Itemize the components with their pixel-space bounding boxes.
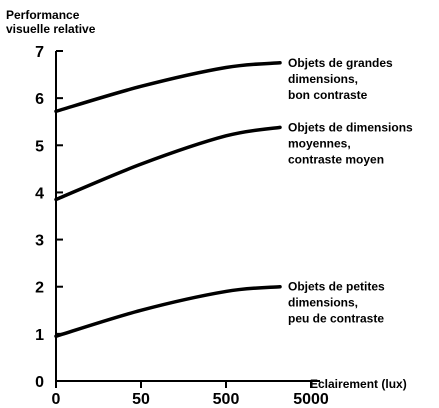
y-tick-label: 5 (35, 138, 44, 155)
series-labels: Objets de grandes dimensions, bon contrast… (288, 56, 413, 326)
x-tick-label: 5000 (293, 391, 329, 408)
x-tick-label: 50 (132, 391, 150, 408)
series-label: bon contraste (288, 88, 368, 102)
y-tick-label: 0 (35, 374, 44, 391)
x-axis-label: Eclairement (lux) (310, 377, 407, 391)
x-tick-label: 0 (52, 391, 61, 408)
y-tick-label: 7 (35, 44, 44, 61)
series-line (54, 61, 282, 114)
series-label: moyennes, (288, 136, 351, 150)
series-label: Objets de grandes (288, 56, 393, 70)
series-label: dimensions, (288, 72, 358, 86)
series-label: Objets de dimensions (288, 120, 413, 134)
series-lines (54, 61, 282, 338)
y-axis-label-line-2: visuelle relative (6, 22, 96, 36)
series-label: dimensions, (288, 296, 358, 310)
y-tick-label: 6 (35, 91, 44, 108)
x-ticks: 0 50 500 5000 (52, 381, 329, 408)
y-ticks: 0 1 2 3 4 5 6 7 (35, 44, 63, 391)
y-tick-label: 4 (35, 185, 44, 202)
y-tick-label: 1 (35, 327, 44, 344)
x-tick-label: 500 (213, 391, 240, 408)
series-label: contraste moyen (288, 152, 384, 166)
y-tick-label: 2 (35, 280, 44, 297)
y-tick-label: 3 (35, 233, 44, 250)
series-line (54, 284, 282, 338)
series-label: Objets de petites (288, 280, 385, 294)
y-axis-label-line-1: Performance (6, 8, 80, 22)
series-line (54, 125, 282, 202)
series-label: peu de contraste (288, 312, 384, 326)
